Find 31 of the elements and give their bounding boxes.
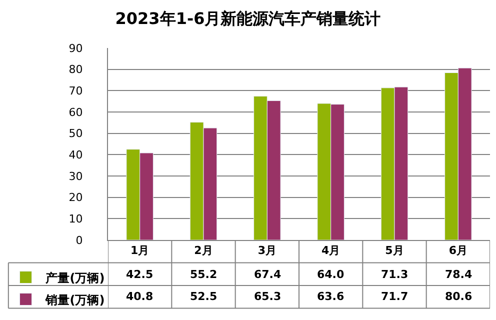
x-tick-label: 4月: [322, 244, 340, 258]
legend-label: 产量(万辆): [44, 270, 105, 285]
y-tick-label: 10: [68, 212, 83, 226]
data-label: 78.4: [445, 268, 472, 281]
x-tick-label: 2月: [194, 244, 213, 258]
y-tick-label: 90: [68, 42, 83, 55]
data-label: 71.7: [381, 290, 408, 303]
y-tick-label: 40: [68, 148, 83, 162]
data-label: 80.6: [445, 290, 472, 303]
x-tick-label: 5月: [385, 244, 404, 258]
y-tick-label: 60: [68, 106, 83, 119]
y-tick-label: 50: [68, 127, 83, 140]
y-tick-label: 0: [76, 234, 83, 247]
data-label: 40.8: [126, 290, 154, 303]
x-tick-label: 6月: [448, 244, 468, 258]
data-label: 55.2: [190, 268, 218, 281]
data-label: 42.5: [126, 268, 154, 281]
y-tick-label: 70: [68, 84, 83, 98]
x-tick-label: 1月: [130, 244, 150, 258]
y-tick-label: 30: [68, 170, 83, 183]
data-label: 64.0: [317, 268, 344, 281]
data-label: 52.5: [190, 290, 218, 303]
chart-title: 2023年1-6月新能源汽车产销量统计: [115, 9, 381, 28]
legend-label: 销量(万辆): [44, 292, 105, 307]
data-label: 67.4: [254, 268, 282, 281]
x-tick-label: 3月: [258, 244, 276, 258]
data-label: 65.3: [254, 290, 282, 303]
y-tick-label: 80: [68, 63, 83, 76]
data-label: 71.3: [381, 268, 408, 281]
data-label: 63.6: [317, 290, 344, 303]
y-tick-label: 20: [68, 191, 83, 204]
